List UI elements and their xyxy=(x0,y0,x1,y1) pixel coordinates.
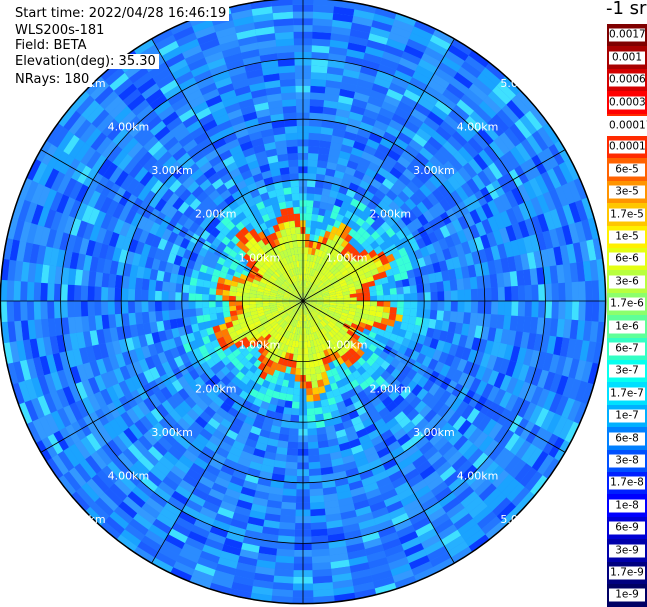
colorbar-cell: 6e-5 xyxy=(607,158,647,182)
backscatter-field xyxy=(0,0,606,604)
colorbar-cell: 1.7e-7 xyxy=(607,382,647,406)
colorbar-tick-label: 6e-9 xyxy=(609,521,645,535)
colorbar-tick-label: 0.0001 xyxy=(609,140,646,154)
range-label: 4.00km xyxy=(108,120,150,133)
range-label: 1.00km xyxy=(326,339,368,352)
colorbar-tick-label: 0.0017 xyxy=(609,28,646,42)
colorbar-cell: 1e-9 xyxy=(607,584,647,607)
colorbar-cell: 1.7e-8 xyxy=(607,472,647,495)
colorbar-cell: 1e-6 xyxy=(607,315,647,339)
range-label: 2.00km xyxy=(369,208,411,221)
range-label: 3.00km xyxy=(413,426,455,439)
range-grid xyxy=(0,0,607,605)
range-label: 2.00km xyxy=(195,382,237,395)
colorbar-cell: 1.7e-6 xyxy=(607,292,647,316)
range-label: 4.00km xyxy=(457,120,499,133)
range-label: 5.00km xyxy=(500,513,542,526)
nrays-label: NRays: 180 xyxy=(12,72,93,87)
colorbar-tick-label: 1.7e-5 xyxy=(609,208,645,222)
colorbar-tick-label: 3e-6 xyxy=(609,275,645,289)
colorbar-tick-label: 6e-5 xyxy=(609,163,645,177)
colorbar-cell: 0.001 xyxy=(607,46,647,70)
colorbar-cell: 1e-7 xyxy=(607,404,647,428)
range-label: 3.00km xyxy=(413,164,455,177)
colorbar-cell: 1e-5 xyxy=(607,225,647,249)
colorbar-cell: 3e-9 xyxy=(607,539,647,563)
range-label: 5.00km xyxy=(64,513,106,526)
colorbar-tick-label: 1e-7 xyxy=(609,409,645,423)
colorbar-cell: 0.0001 xyxy=(607,136,647,159)
colorbar-tick-label: 0.001 xyxy=(609,51,645,65)
colorbar-cell: 6e-6 xyxy=(607,248,647,271)
colorbar-unit-label: -1 sr xyxy=(606,0,647,19)
range-label: 1.00km xyxy=(326,251,368,264)
colorbar-cell: 0.0017 xyxy=(607,24,647,47)
colorbar-tick-label: 0.00017 xyxy=(609,119,647,133)
colorbar-tick-label: 1e-6 xyxy=(609,320,645,334)
colorbar-tick-label: 0.0003 xyxy=(609,96,646,110)
colorbar-cell: 6e-7 xyxy=(607,337,647,361)
colorbar-tick-label: 1e-8 xyxy=(609,499,645,513)
colorbar-tick-label: 1.7e-6 xyxy=(609,297,645,311)
azimuth-spoke xyxy=(40,149,566,453)
range-label: 4.00km xyxy=(108,470,150,483)
colorbar-tick-label: 1e-5 xyxy=(609,230,645,244)
colorbar-tick-label: 3e-8 xyxy=(609,454,645,468)
colorbar-cell: 0.00017 xyxy=(607,113,647,137)
range-label: 3.00km xyxy=(151,426,193,439)
colorbar-cell: 1.7e-9 xyxy=(607,561,647,585)
range-label: 1.00km xyxy=(239,339,281,352)
range-label: 5.00km xyxy=(500,77,542,90)
instrument-label: WLS200s-181 xyxy=(12,23,108,38)
colorbar-tick-label: 3e-9 xyxy=(609,544,645,558)
range-label: 3.00km xyxy=(151,164,193,177)
colorbar-tick-label: 1e-9 xyxy=(609,588,645,602)
colorbar-cell: 1.7e-5 xyxy=(607,203,647,227)
colorbar-tick-label: 6e-6 xyxy=(609,252,645,266)
range-label: 1.00km xyxy=(239,251,281,264)
colorbar-tick-label: 0.0006 xyxy=(609,73,646,87)
colorbar-tick-label: 3e-7 xyxy=(609,364,645,378)
colorbar-tick-label: 6e-7 xyxy=(609,342,645,356)
start-time-label: Start time: 2022/04/28 16:46:19 xyxy=(12,6,230,21)
colorbar-cell: 3e-8 xyxy=(607,449,647,473)
colorbar-cell: 1e-8 xyxy=(607,494,647,518)
field-label: Field: BETA xyxy=(12,38,90,53)
colorbar-cell: 6e-8 xyxy=(607,427,647,451)
colorbar-cell: 3e-5 xyxy=(607,180,647,204)
colorbar-cell: 3e-7 xyxy=(607,360,647,383)
range-label: 4.00km xyxy=(457,470,499,483)
elevation-label: Elevation(deg): 35.30 xyxy=(12,54,159,69)
colorbar-tick-label: 1.7e-8 xyxy=(609,476,645,490)
colorbar-cell: 6e-9 xyxy=(607,516,647,540)
range-label: 2.00km xyxy=(195,208,237,221)
colorbar-cell: 3e-6 xyxy=(607,270,647,294)
colorbar-tick-label: 3e-5 xyxy=(609,185,645,199)
colorbar-cell: 0.0003 xyxy=(607,91,647,115)
colorbar-cell: 0.0006 xyxy=(607,68,647,92)
colorbar-tick-label: 6e-8 xyxy=(609,432,645,446)
colorbar-tick-label: 1.7e-9 xyxy=(609,566,645,580)
range-label: 2.00km xyxy=(369,382,411,395)
colorbar-tick-label: 1.7e-7 xyxy=(609,387,645,401)
